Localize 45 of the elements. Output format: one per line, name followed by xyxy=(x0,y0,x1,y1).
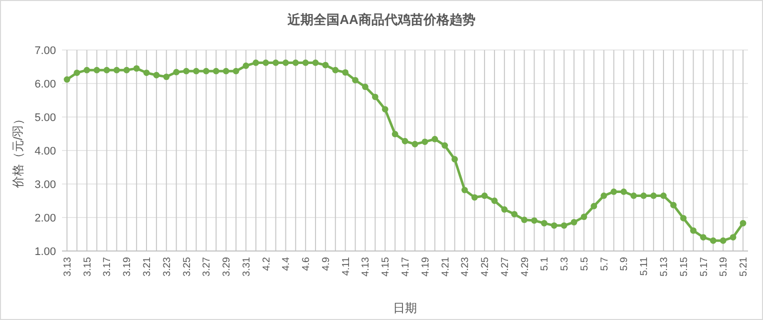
x-tick-label: 5.3 xyxy=(560,256,571,271)
x-tick-label: 3.31 xyxy=(241,256,252,276)
x-tick-label: 4.25 xyxy=(480,256,492,276)
y-tick-label: 4.00 xyxy=(34,145,56,158)
x-tick-label: 3.27 xyxy=(202,256,213,276)
x-tick-label: 4.27 xyxy=(500,256,511,276)
x-tick-label: 5.13 xyxy=(658,256,670,276)
chart-title: 近期全国AA商品代鸡苗价格趋势 xyxy=(286,12,476,27)
x-tick-label: 3.21 xyxy=(142,256,154,276)
x-tick-label: 5.15 xyxy=(678,256,690,276)
x-tick-label: 3.19 xyxy=(122,256,134,276)
x-tick-label: 5.7 xyxy=(599,256,610,271)
x-tick-label: 4.4 xyxy=(281,256,292,271)
y-tick-label: 2.00 xyxy=(34,212,56,224)
y-tick-label: 3.00 xyxy=(34,178,56,191)
y-tick-label: 5.00 xyxy=(34,112,56,124)
x-tick-label: 4.11 xyxy=(340,256,352,276)
x-tick-label: 4.13 xyxy=(360,256,372,276)
x-tick-label: 5.1 xyxy=(540,256,551,271)
x-tick-label: 5.11 xyxy=(639,256,650,276)
x-tick-label: 4.15 xyxy=(380,256,392,276)
y-tick-label: 6.00 xyxy=(34,78,56,90)
x-tick-label: 4.6 xyxy=(301,256,312,271)
x-tick-label: 4.19 xyxy=(420,256,432,276)
x-tick-label: 4.17 xyxy=(400,256,412,276)
x-axis-title: 日期 xyxy=(393,301,417,315)
x-tick-label: 3.23 xyxy=(162,256,173,276)
x-tick-label: 5.17 xyxy=(698,256,710,276)
x-tick-label: 4.21 xyxy=(440,256,452,276)
x-tick-label: 4.23 xyxy=(460,256,472,276)
y-tick-label: 1.00 xyxy=(34,246,56,258)
x-tick-label: 4.9 xyxy=(320,256,332,271)
x-tick-label: 3.13 xyxy=(62,256,74,276)
x-tick-label: 3.17 xyxy=(102,256,114,276)
x-tick-label: 3.29 xyxy=(222,256,233,276)
x-tick-label: 5.5 xyxy=(579,256,590,271)
x-tick-label: 4.2 xyxy=(261,256,272,271)
y-tick-label: 7.00 xyxy=(34,44,56,57)
x-tick-label: 3.25 xyxy=(182,256,193,276)
x-tick-label: 5.21 xyxy=(738,256,750,276)
x-tick-label: 3.15 xyxy=(82,256,94,276)
x-tick-label: 4.29 xyxy=(520,256,531,276)
y-axis-title: 价格（元/羽） xyxy=(11,112,25,190)
x-tick-label: 5.19 xyxy=(718,256,730,276)
x-tick-label: 5.9 xyxy=(619,256,630,271)
